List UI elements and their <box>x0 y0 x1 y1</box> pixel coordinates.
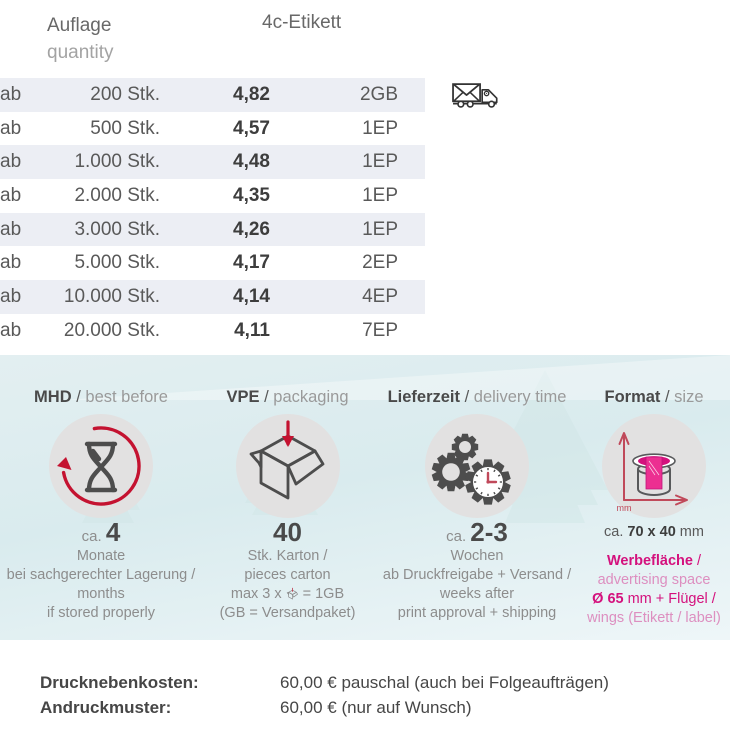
svg-text:mm: mm <box>617 503 632 513</box>
